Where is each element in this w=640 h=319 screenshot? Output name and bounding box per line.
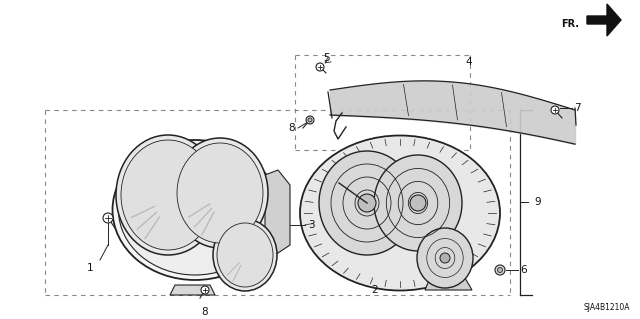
Circle shape — [308, 118, 312, 122]
Circle shape — [201, 286, 209, 294]
Circle shape — [306, 116, 314, 124]
Circle shape — [410, 195, 426, 211]
Text: 8: 8 — [289, 123, 295, 133]
Circle shape — [440, 253, 450, 263]
Polygon shape — [170, 285, 215, 295]
Text: 4: 4 — [465, 57, 472, 67]
Ellipse shape — [118, 145, 271, 275]
Circle shape — [103, 213, 113, 223]
Text: 8: 8 — [202, 307, 208, 317]
Text: 9: 9 — [534, 197, 541, 207]
Ellipse shape — [417, 228, 473, 288]
Text: 3: 3 — [308, 220, 315, 230]
Ellipse shape — [217, 223, 273, 287]
Ellipse shape — [374, 155, 462, 251]
Ellipse shape — [121, 140, 215, 250]
Text: 7: 7 — [574, 103, 580, 113]
Text: 6: 6 — [520, 265, 527, 275]
Circle shape — [551, 106, 559, 114]
Ellipse shape — [319, 151, 415, 255]
Polygon shape — [265, 170, 290, 255]
Ellipse shape — [113, 140, 278, 280]
Circle shape — [497, 268, 502, 272]
Ellipse shape — [116, 135, 220, 255]
Text: 1: 1 — [86, 263, 93, 273]
Text: 2: 2 — [372, 285, 378, 295]
Polygon shape — [425, 278, 472, 290]
Text: FR.: FR. — [561, 19, 579, 29]
Circle shape — [358, 194, 376, 212]
Ellipse shape — [177, 143, 263, 243]
Circle shape — [495, 265, 505, 275]
Ellipse shape — [300, 136, 500, 291]
Ellipse shape — [172, 138, 268, 248]
Text: 5: 5 — [323, 53, 330, 63]
Text: SJA4B1210A: SJA4B1210A — [584, 303, 630, 312]
Ellipse shape — [213, 219, 277, 291]
Circle shape — [316, 63, 324, 71]
Polygon shape — [587, 4, 621, 36]
